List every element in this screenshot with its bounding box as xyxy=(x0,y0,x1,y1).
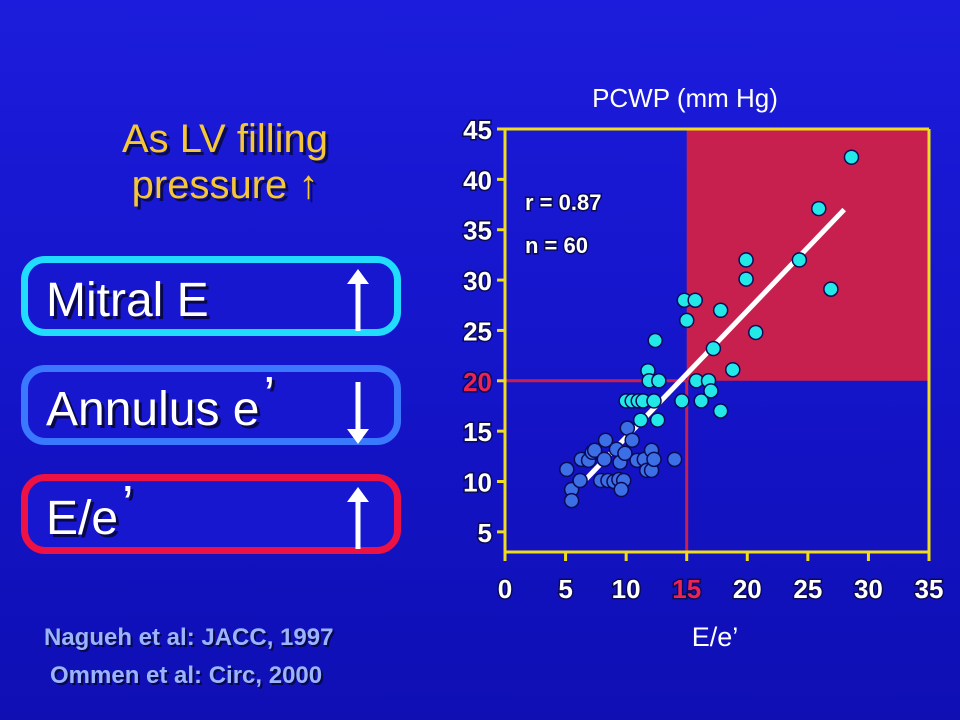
data-point xyxy=(563,492,580,509)
down-arrow-icon xyxy=(347,382,369,444)
data-point xyxy=(651,373,667,389)
x-tick-labels: 0 5 10 15 20 25 30 35 xyxy=(496,552,945,606)
y-tick-label: 30 xyxy=(463,266,492,296)
data-point xyxy=(823,281,839,297)
data-point xyxy=(703,383,719,399)
y-tick-label: 10 xyxy=(463,468,492,498)
up-arrow-icon xyxy=(347,269,369,331)
threshold-region xyxy=(686,129,929,381)
y-tick-label: 5 xyxy=(478,518,492,548)
data-point xyxy=(843,149,860,165)
y-tick-label: 25 xyxy=(463,316,492,346)
data-point xyxy=(738,252,754,268)
data-point xyxy=(596,451,613,468)
data-point xyxy=(624,432,640,448)
y-tick-label: 45 xyxy=(463,115,492,145)
y-tick-label: 40 xyxy=(463,165,492,195)
data-point xyxy=(586,442,603,459)
x-tick-label: 35 xyxy=(915,574,944,604)
data-point xyxy=(559,461,575,478)
reference-2: Ommen et al: Circ, 2000 xyxy=(50,662,323,689)
pill-e-over-e-prime: E/e’ xyxy=(21,474,401,554)
x-tick-label: 10 xyxy=(612,574,641,604)
data-point xyxy=(791,252,808,268)
pill-mitral-e: Mitral E xyxy=(21,256,401,336)
heading-line-1: As LV filling xyxy=(121,117,328,161)
pill-annulus-e-prime: ’ xyxy=(263,367,276,425)
pill-annulus-e-label: Annulus e xyxy=(46,383,260,436)
data-point xyxy=(738,271,754,287)
data-point xyxy=(646,393,662,409)
x-tick-label: 0 xyxy=(498,574,512,604)
data-point xyxy=(678,312,695,329)
data-point xyxy=(617,445,633,462)
y-tick-label: 35 xyxy=(463,216,492,246)
data-point xyxy=(748,324,764,341)
data-point xyxy=(693,393,710,409)
pill-mitral-e-label: Mitral E xyxy=(46,274,209,327)
x-tick-label: 15 xyxy=(672,574,701,604)
pill-e-over-e-prime-prime: ’ xyxy=(122,476,134,534)
x-tick-label: 25 xyxy=(793,574,822,604)
data-point xyxy=(674,393,690,409)
x-axis-label: E/e’ xyxy=(692,622,739,652)
up-arrow-icon xyxy=(347,487,369,549)
data-point xyxy=(724,361,741,378)
y-tick-labels: 5 10 15 20 25 30 35 40 45 xyxy=(462,114,505,549)
heading-line-2: pressure xyxy=(131,163,288,207)
x-tick-label: 5 xyxy=(558,574,572,604)
up-arrow-icon: ↑ xyxy=(298,163,319,207)
data-point xyxy=(597,432,614,448)
data-point xyxy=(613,481,630,498)
annotation-r: r = 0.87 xyxy=(525,190,601,215)
data-point xyxy=(705,340,722,357)
heading: As LV filling pressure ↑ xyxy=(40,116,410,208)
y-tick-label: 15 xyxy=(463,417,492,447)
data-point xyxy=(687,292,703,308)
y-tick-label: 20 xyxy=(463,367,492,397)
y-axis-label: PCWP (mm Hg) xyxy=(592,83,778,113)
data-points xyxy=(559,149,860,509)
reference-1: Nagueh et al: JACC, 1997 xyxy=(44,624,334,651)
data-point xyxy=(666,451,683,468)
data-point xyxy=(572,472,588,489)
pill-e-over-e-prime-label: E/e xyxy=(46,492,119,545)
annotation-n: n = 60 xyxy=(525,233,588,258)
x-tick-label: 20 xyxy=(733,574,762,604)
data-point xyxy=(811,200,827,217)
data-point xyxy=(647,332,663,349)
data-point xyxy=(712,302,729,319)
data-point xyxy=(632,412,649,428)
data-point xyxy=(649,412,666,428)
pill-annulus-e: Annulus e’ xyxy=(21,365,401,445)
data-point xyxy=(712,403,729,419)
x-tick-label: 30 xyxy=(854,574,883,604)
data-point xyxy=(646,451,662,468)
